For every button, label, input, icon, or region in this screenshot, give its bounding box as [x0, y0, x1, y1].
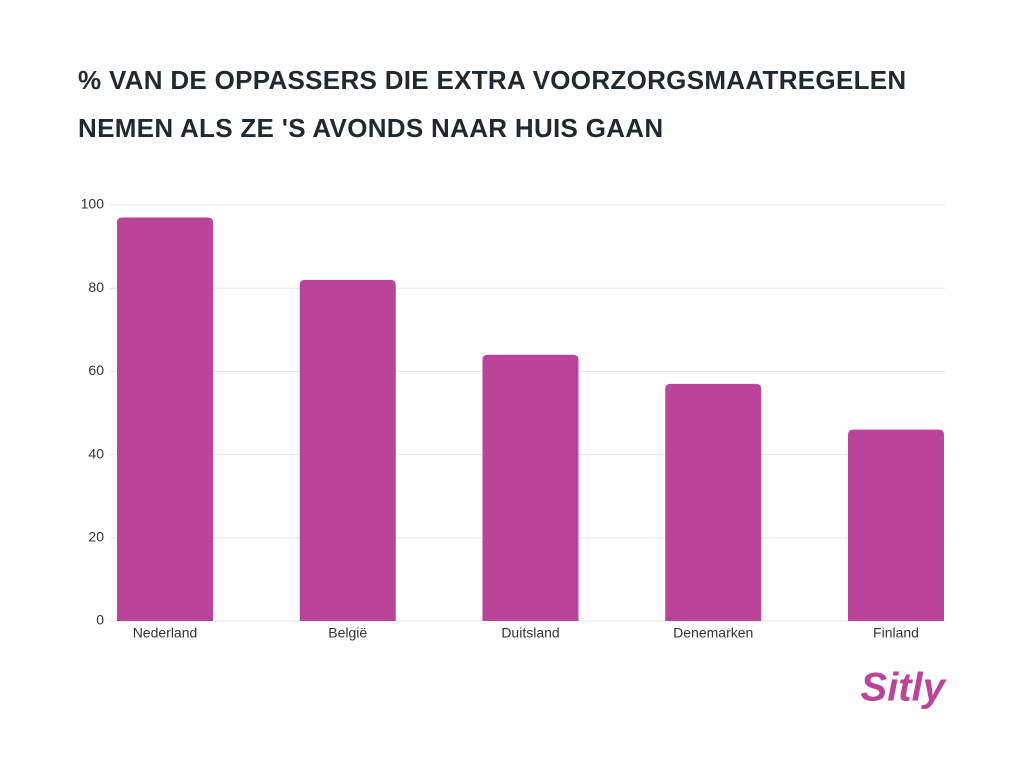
y-tick-label: 0	[96, 612, 104, 628]
y-tick-label: 100	[81, 196, 105, 212]
y-tick-label: 20	[88, 529, 104, 545]
bar	[482, 354, 579, 621]
x-tick-label: Duitsland	[501, 625, 559, 641]
bar	[665, 383, 762, 621]
chart-title: % VAN DE OPPASSERS DIE EXTRA VOORZORGSMA…	[78, 65, 907, 143]
bar	[117, 217, 213, 622]
x-tick-label: België	[328, 625, 367, 641]
bar	[299, 279, 396, 621]
y-tick-label: 80	[88, 279, 104, 295]
x-tick-label: Nederland	[133, 625, 198, 641]
y-tick-label: 40	[88, 445, 104, 461]
x-tick-label: Denemarken	[673, 625, 753, 641]
x-tick-label: Finland	[873, 625, 919, 641]
y-tick-label: 60	[88, 362, 104, 378]
logo: Sitly	[861, 666, 947, 710]
bar	[848, 429, 944, 621]
